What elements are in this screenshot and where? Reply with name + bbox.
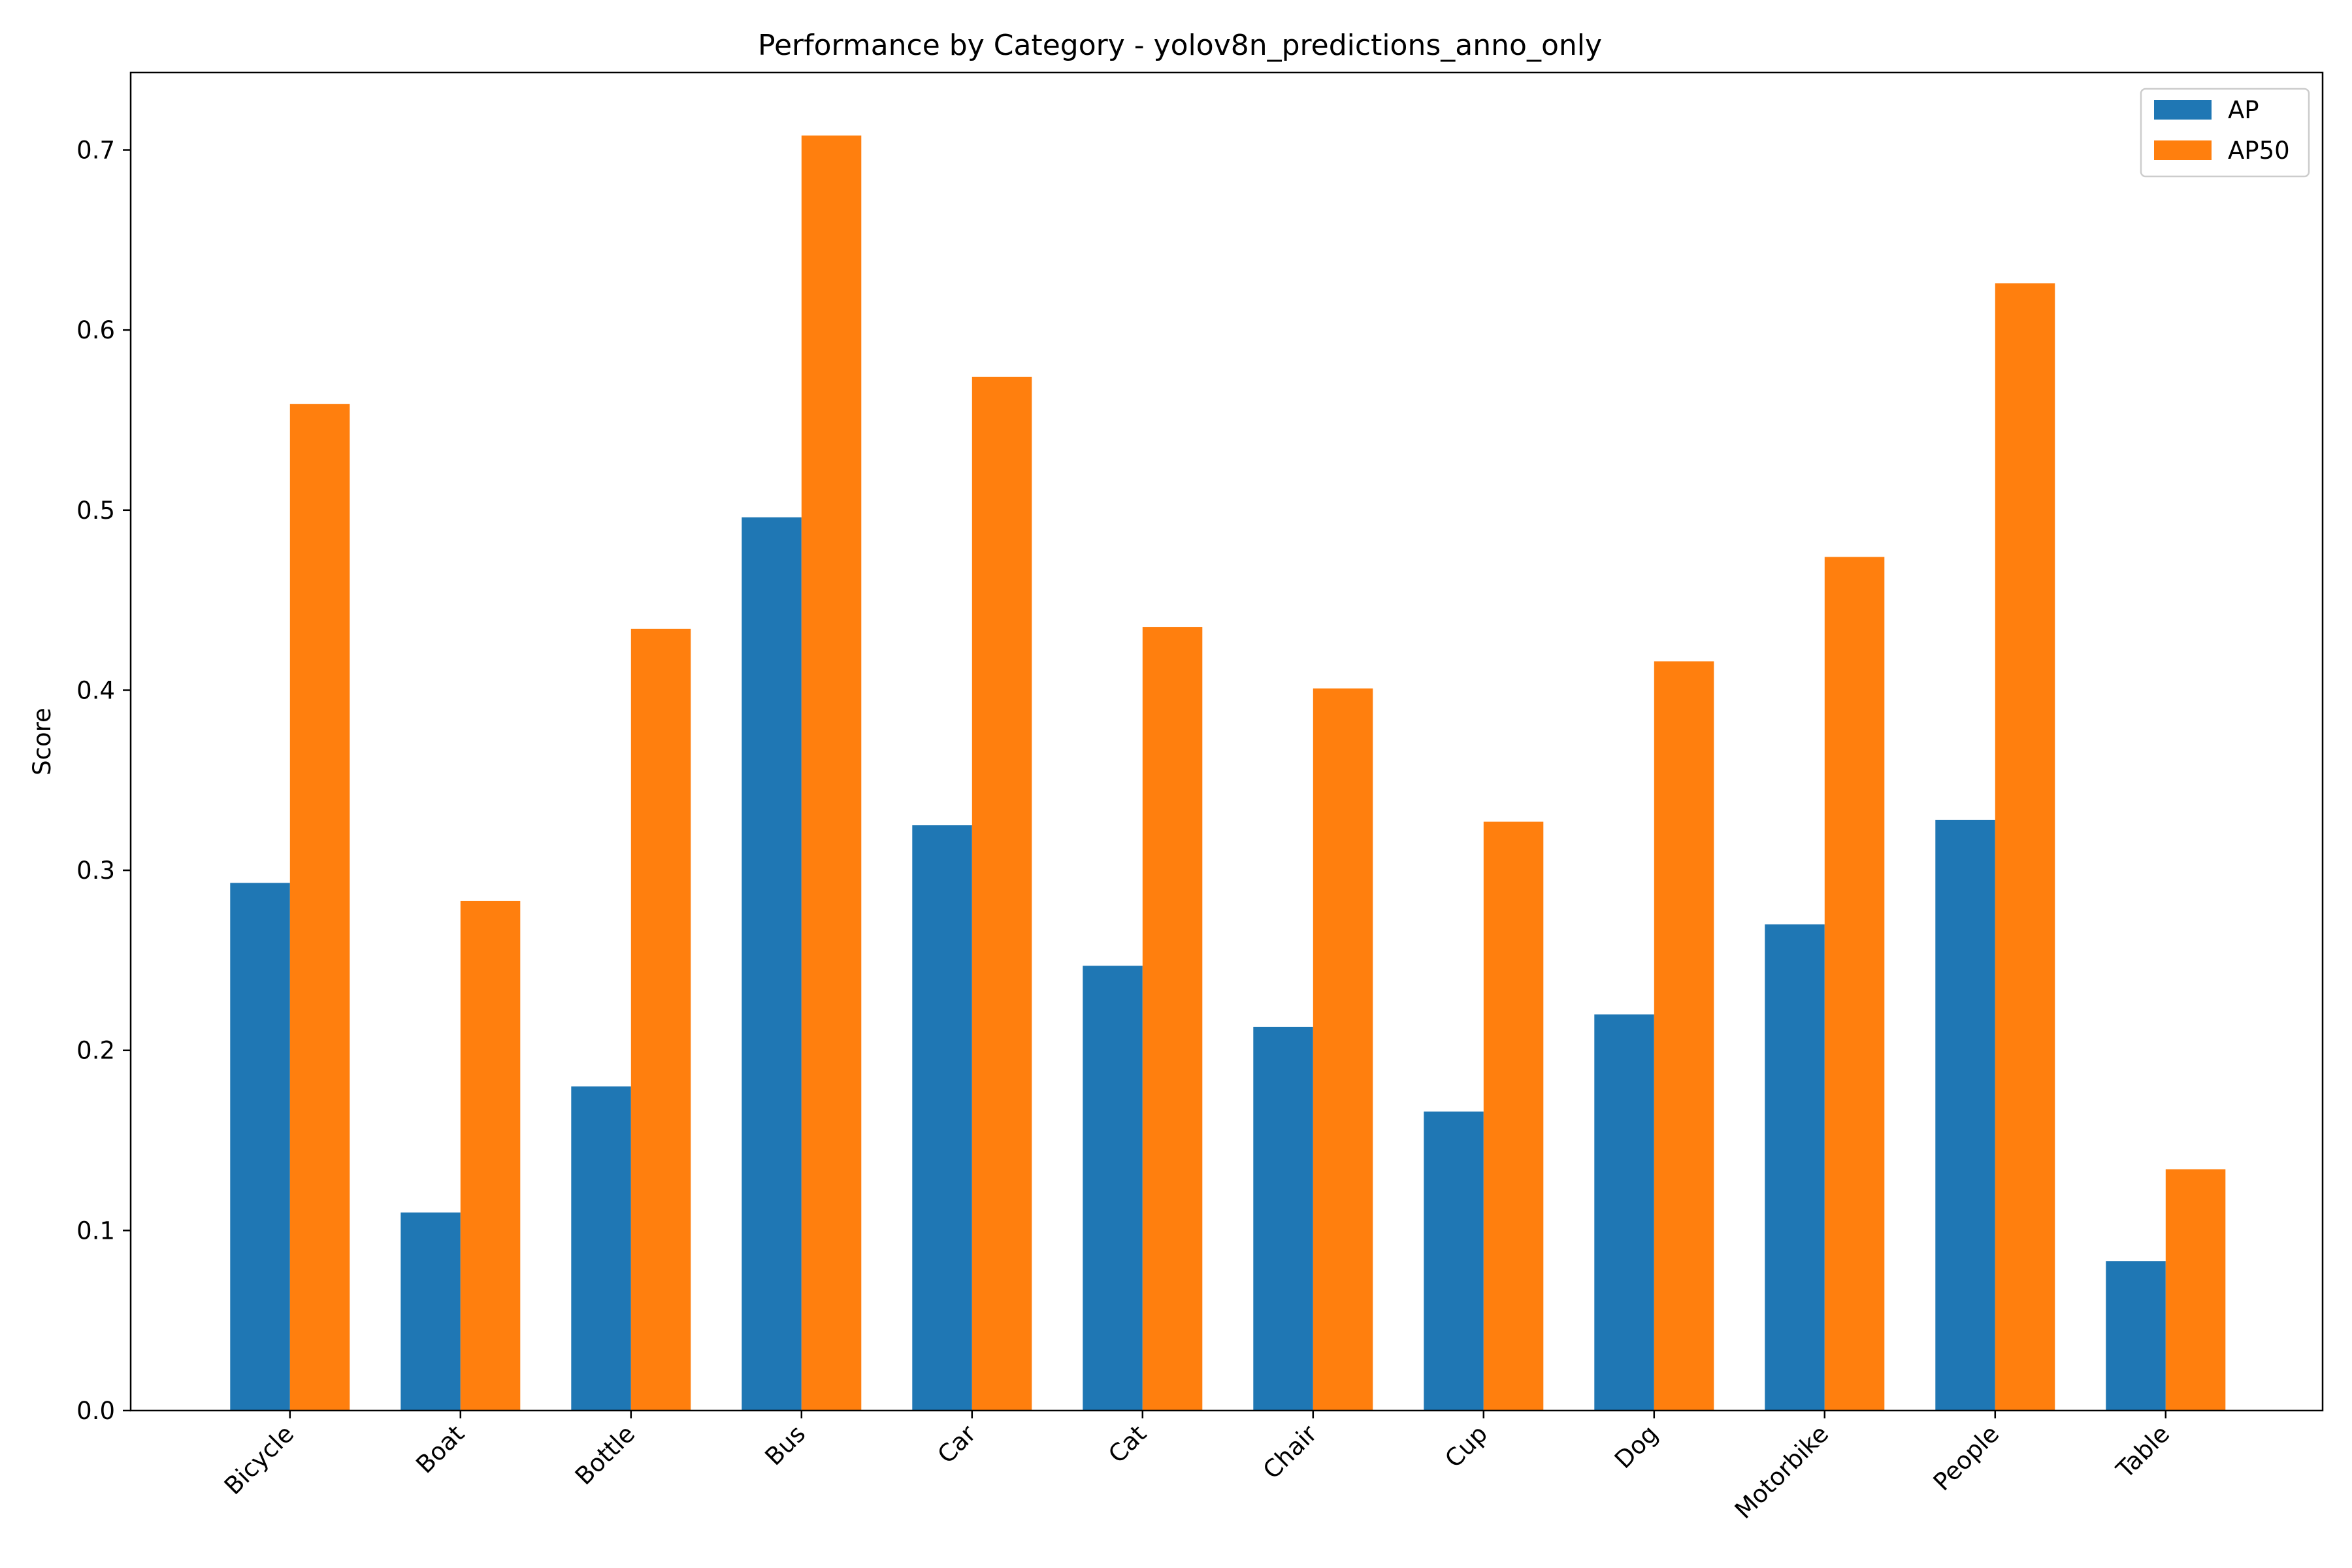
bar-ap50-table [2165,1169,2226,1411]
y-tick-label: 0.2 [76,1037,115,1065]
bar-ap-car [912,825,972,1411]
bar-ap-boat [400,1212,461,1411]
bar-ap50-bus [801,135,862,1411]
bar-ap50-bottle [630,629,691,1411]
bar-ap50-cat [1142,627,1203,1411]
bar-ap-dog [1594,1014,1654,1411]
legend-label-ap50: AP50 [2228,137,2290,165]
y-tick-label: 0.7 [76,137,115,165]
y-tick-label: 0.4 [76,676,115,704]
bar-ap-table [2106,1261,2166,1411]
bars-group [230,135,2226,1411]
bar-ap50-chair [1313,688,1373,1411]
bar-ap50-boat [460,900,521,1411]
y-axis: 0.0 0.1 0.2 0.3 0.4 0.5 0.6 0.7 [76,137,131,1425]
y-tick-label: 0.6 [76,316,115,344]
y-tick-label: 0.1 [76,1217,115,1245]
legend-swatch-ap [2154,100,2212,120]
bar-ap-cup [1424,1111,1484,1411]
bar-ap-bus [742,517,802,1411]
y-tick-label: 0.0 [76,1397,115,1425]
legend: AP AP50 [2140,88,2310,178]
y-tick-label: 0.5 [76,497,115,525]
plot-frame [129,71,2324,1412]
chart-title: Performance by Category - yolov8n_predic… [758,29,1602,62]
bar-ap50-people [1995,283,2055,1411]
bar-ap-chair [1253,1026,1313,1411]
bar-ap-motorbike [1765,924,1825,1411]
bar-ap-people [1935,819,1995,1411]
bar-ap50-bicycle [289,404,350,1411]
legend-label-ap: AP [2228,96,2259,124]
y-axis-label: Score [28,708,56,776]
bar-ap50-cup [1483,821,1544,1411]
bar-ap50-dog [1654,661,1714,1411]
bar-ap-bicycle [230,883,290,1411]
legend-swatch-ap50 [2154,140,2212,160]
bar-ap-cat [1083,966,1143,1411]
bar-ap50-car [972,376,1032,1411]
bar-ap-bottle [571,1086,631,1411]
bar-ap50-motorbike [1824,557,1885,1411]
y-tick-label: 0.3 [76,857,115,885]
